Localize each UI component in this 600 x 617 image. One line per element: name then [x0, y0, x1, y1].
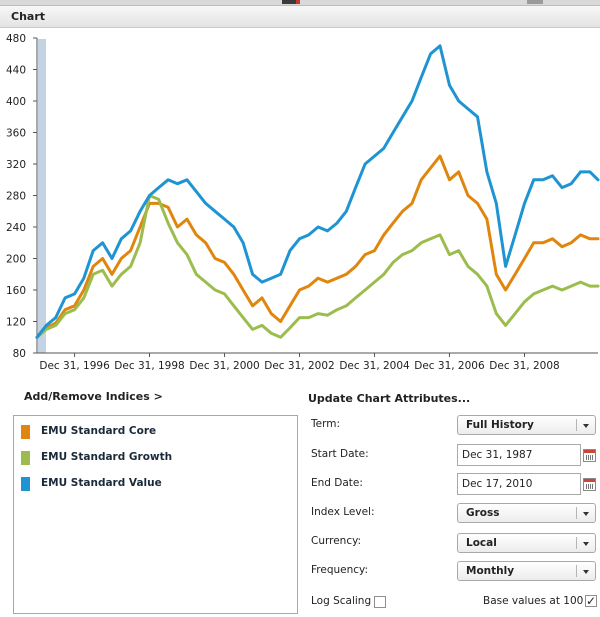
select-separator — [576, 507, 577, 519]
calendar-icon[interactable] — [583, 449, 596, 462]
x-tick-label: Dec 31, 2008 — [489, 360, 559, 372]
frequency-value: Monthly — [466, 565, 515, 577]
legend-swatch — [21, 477, 30, 491]
start-date-value: Dec 31, 1987 — [462, 449, 533, 461]
index-level-value: Gross — [466, 507, 500, 519]
x-tick-label: Dec 31, 1996 — [39, 360, 110, 372]
chevron-down-icon — [583, 512, 589, 516]
window-top-strip — [0, 0, 600, 6]
y-tick-label: 280 — [6, 191, 26, 203]
series-line — [35, 154, 600, 339]
x-tick-label: Dec 31, 2002 — [264, 360, 334, 372]
add-remove-indices-link[interactable]: Add/Remove Indices > — [24, 390, 163, 403]
end-date-label: End Date: — [311, 477, 363, 489]
series-line — [35, 194, 600, 339]
line-chart: 80 120 160 200 240 280 320 360 400 440 480 Dec 31, … — [6, 33, 600, 372]
end-date-field[interactable]: Dec 17, 2010 — [457, 473, 581, 495]
calendar-icon[interactable] — [583, 478, 596, 491]
legend-label: EMU Standard Value — [41, 477, 162, 489]
series-line — [35, 44, 600, 339]
currency-value: Local — [466, 537, 497, 549]
start-date-label: Start Date: — [311, 448, 369, 460]
index-level-select[interactable]: Gross — [457, 503, 596, 523]
y-tick-label: 400 — [6, 96, 26, 108]
y-tick-label: 440 — [6, 65, 26, 77]
chevron-down-icon — [583, 542, 589, 546]
y-tick-label: 200 — [6, 254, 26, 266]
base-values-checkbox[interactable]: ✓ — [585, 594, 597, 608]
frequency-label: Frequency: — [311, 564, 369, 576]
y-tick-label: 480 — [6, 33, 26, 45]
select-separator — [576, 537, 577, 549]
chart-scroll-band — [38, 39, 46, 353]
legend-swatch — [21, 451, 30, 465]
start-date-field[interactable]: Dec 31, 1987 — [457, 444, 581, 466]
legend: EMU Standard Core EMU Standard Growth EM… — [13, 415, 298, 614]
chart-panel-header: Chart — [0, 6, 600, 28]
chart-panel-title: Chart — [11, 10, 46, 23]
currency-select[interactable]: Local — [457, 533, 596, 553]
log-scaling-checkbox[interactable] — [374, 596, 386, 608]
x-tick-label: Dec 31, 2004 — [339, 360, 410, 372]
currency-label: Currency: — [311, 535, 362, 547]
y-tick-label: 240 — [6, 222, 26, 234]
frequency-select[interactable]: Monthly — [457, 561, 596, 581]
x-tick-label: Dec 31, 2000 — [189, 360, 259, 372]
select-separator — [576, 419, 577, 431]
chevron-down-icon — [583, 570, 589, 574]
end-date-value: Dec 17, 2010 — [462, 478, 533, 490]
base-values-label: Base values at 100 — [483, 595, 584, 607]
y-tick-label: 80 — [13, 348, 26, 360]
select-separator — [576, 565, 577, 577]
legend-swatch — [21, 425, 30, 439]
term-label: Term: — [311, 418, 340, 430]
y-tick-label: 320 — [6, 159, 26, 171]
x-tick-label: Dec 31, 1998 — [114, 360, 184, 372]
x-tick-label: Dec 31, 2006 — [414, 360, 485, 372]
update-attributes-title: Update Chart Attributes... — [308, 392, 471, 405]
toolbar-mark — [527, 0, 543, 4]
toolbar-mark — [296, 0, 300, 4]
term-select[interactable]: Full History — [457, 415, 596, 435]
y-tick-label: 360 — [6, 128, 26, 140]
legend-label: EMU Standard Core — [41, 425, 157, 437]
term-value: Full History — [466, 419, 534, 431]
chevron-down-icon — [583, 424, 589, 428]
index-level-label: Index Level: — [311, 506, 375, 518]
y-tick-label: 120 — [6, 317, 26, 329]
legend-label: EMU Standard Growth — [41, 451, 173, 463]
log-scaling-label: Log Scaling — [311, 595, 372, 607]
toolbar-mark — [282, 0, 296, 4]
y-tick-label: 160 — [6, 285, 26, 297]
